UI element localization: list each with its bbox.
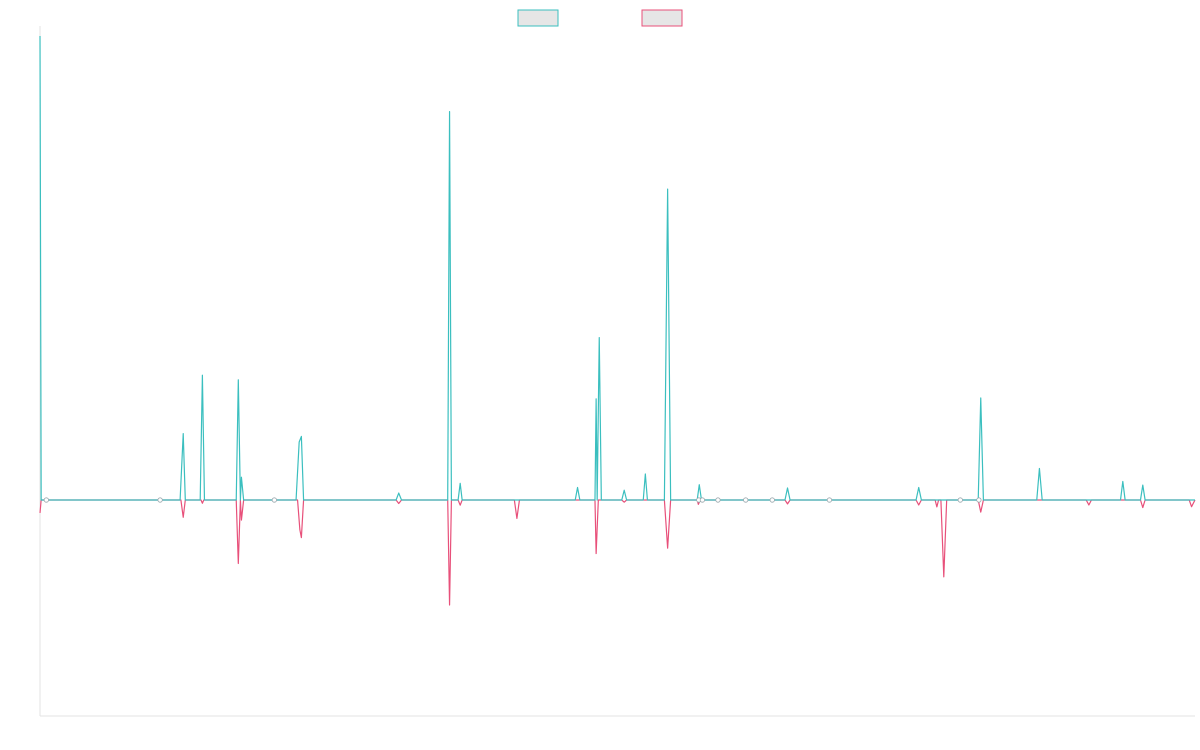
legend-swatch-1[interactable] <box>517 9 559 27</box>
point-marker <box>957 497 963 503</box>
legend <box>517 9 683 27</box>
point-marker <box>769 497 775 503</box>
series-line-1 <box>39 35 1195 501</box>
point-marker <box>271 497 277 503</box>
series-line-2 <box>39 499 1196 606</box>
point-marker <box>826 497 833 503</box>
series-layer <box>39 35 1196 606</box>
point-marker <box>43 497 49 503</box>
point-marker <box>715 497 721 503</box>
legend-swatch-2[interactable] <box>641 9 683 27</box>
point-marker <box>699 497 705 503</box>
point-marker <box>976 497 982 503</box>
point-marker <box>743 497 749 503</box>
point-marker <box>157 497 163 503</box>
